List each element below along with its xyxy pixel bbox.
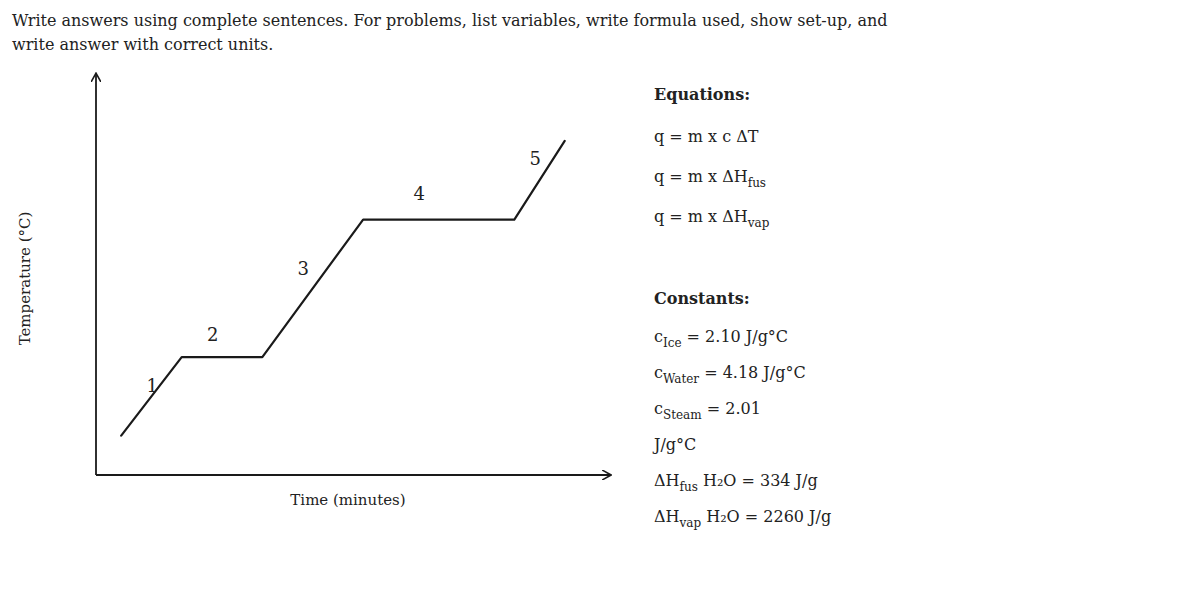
constant: cIce = 2.10 J/g°C <box>654 327 788 350</box>
title: Write answers using complete sentences. … <box>12 11 888 30</box>
constant: cSteam = 2.01 <box>654 399 761 422</box>
constant: ΔHfus H₂O = 334 J/g <box>654 471 818 494</box>
constant-rest: H₂O = 334 J/g <box>698 471 818 490</box>
constant-sub: fus <box>680 480 698 494</box>
constant: J/g°C <box>652 435 696 454</box>
constant-sub: vap <box>679 516 702 530</box>
constant-main: ΔH <box>654 471 680 490</box>
constant-sub: Steam <box>663 408 702 422</box>
constant-main: c <box>654 363 663 382</box>
constant-rest: = 2.01 <box>702 399 761 418</box>
segment-label: 5 <box>529 148 540 169</box>
chart: Write answers using complete sentences. … <box>0 0 1200 594</box>
equation-sub: fus <box>748 176 766 190</box>
constant-rest: = 4.18 J/g°C <box>699 363 806 382</box>
plot-area <box>121 141 565 436</box>
subtitle: write answer with correct units. <box>12 35 273 54</box>
constant: ΔHvap H₂O = 2260 J/g <box>654 507 831 530</box>
x-axis <box>96 474 610 476</box>
equation-sub: vap <box>747 216 770 230</box>
equation: q = m x ΔHfus <box>654 167 766 190</box>
y-axis <box>95 74 97 475</box>
constant-main: ΔH <box>654 507 680 526</box>
equation: q = m x c ΔT <box>654 127 759 146</box>
equations-title: Equations: <box>654 85 750 104</box>
constant-main: c <box>654 327 663 346</box>
heating-curve <box>121 141 565 436</box>
equation: q = m x ΔHvap <box>654 207 770 230</box>
constant: cWater = 4.18 J/g°C <box>654 363 806 386</box>
equation-main: q = m x c ΔT <box>654 127 759 146</box>
segment-label: 4 <box>414 183 425 204</box>
constants-title: Constants: <box>654 289 750 308</box>
segment-label: 1 <box>146 375 157 396</box>
equation-main: q = m x ΔH <box>654 207 748 226</box>
segment-label: 2 <box>207 324 218 345</box>
constant-main: J/g°C <box>652 435 696 454</box>
y-axis-label: Temperature (°C) <box>16 212 34 346</box>
x-axis-label: Time (minutes) <box>290 491 405 509</box>
constant-rest: H₂O = 2260 J/g <box>701 507 831 526</box>
constant-sub: Ice <box>663 336 682 350</box>
equation-main: q = m x ΔH <box>654 167 748 186</box>
segment-label: 3 <box>298 258 309 279</box>
constant-sub: Water <box>663 372 699 386</box>
constant-main: c <box>654 399 663 418</box>
constant-rest: = 2.10 J/g°C <box>682 327 789 346</box>
